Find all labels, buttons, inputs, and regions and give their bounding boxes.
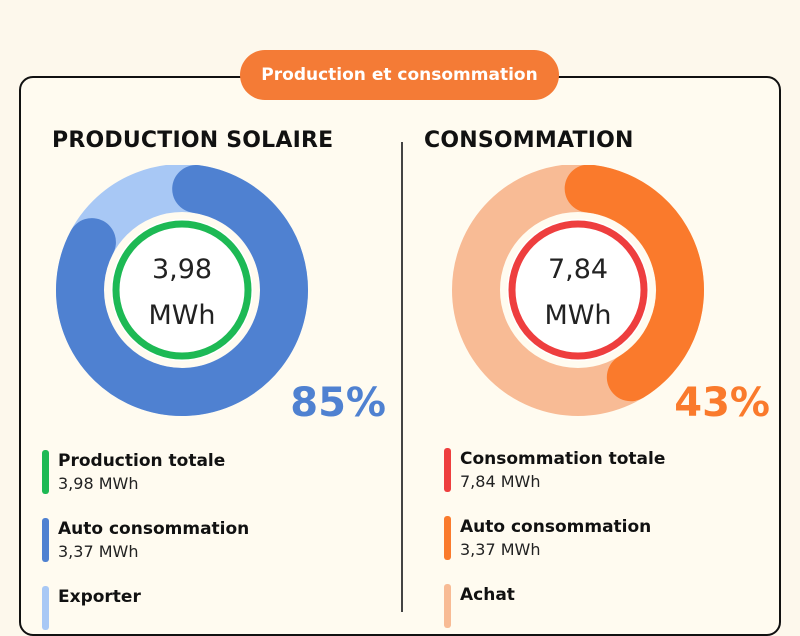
consumption-ring-autoconsommation — [564, 165, 704, 402]
legend-title: Auto consommation — [58, 519, 250, 539]
legend-swatch — [444, 448, 451, 492]
legend-swatch — [42, 586, 49, 630]
solar-inner-disc — [111, 219, 253, 361]
legend-swatch — [444, 584, 451, 628]
consumption-inner-ring — [508, 220, 648, 360]
consumption-heading: CONSOMMATION — [424, 128, 634, 153]
legend-value: 3,98 MWh — [58, 474, 139, 493]
solar-ring-autoconsommation — [56, 165, 308, 416]
legend-value: 3,37 MWh — [58, 542, 139, 561]
solar-heading: PRODUCTION SOLAIRE — [52, 128, 334, 153]
legend-value: 3,37 MWh — [460, 540, 541, 559]
consumption-center-value: 7,84 — [548, 254, 608, 285]
legend-title: Consommation totale — [460, 449, 666, 469]
column-divider — [401, 142, 403, 612]
section-badge: Production et consommation — [240, 50, 559, 100]
legend-swatch — [42, 518, 49, 562]
solar-center-unit: MWh — [148, 300, 215, 331]
consumption-percent-label: 43% — [674, 380, 770, 425]
legend-swatch — [444, 516, 451, 560]
consumption-donut-chart: 7,84 MWh 43% — [452, 165, 770, 425]
solar-percent-label: 85% — [290, 380, 386, 425]
legend-title: Exporter — [58, 587, 141, 607]
legend-title: Achat — [460, 585, 515, 605]
legend-title: Auto consommation — [460, 517, 652, 537]
legend-value: 7,84 MWh — [460, 472, 541, 491]
solar-donut-chart: 3,98 MWh 85% — [56, 165, 386, 425]
legend-swatch — [42, 450, 49, 494]
solar-inner-ring — [112, 220, 252, 360]
legend-title: Production totale — [58, 451, 226, 471]
consumption-center-unit: MWh — [544, 300, 611, 331]
consumption-inner-disc — [507, 219, 649, 361]
solar-center-value: 3,98 — [152, 254, 212, 285]
